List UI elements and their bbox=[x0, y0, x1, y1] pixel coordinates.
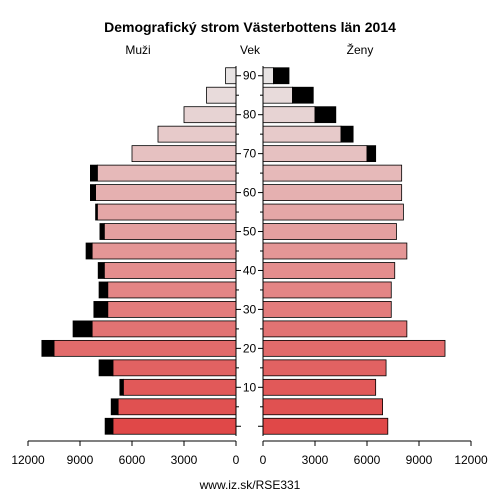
female-bar bbox=[262, 184, 403, 201]
female-bar bbox=[262, 339, 446, 357]
female-bar bbox=[262, 164, 403, 182]
female-bar bbox=[262, 417, 389, 435]
female-excess-bar bbox=[366, 145, 377, 163]
female-x-tick-label: 3000 bbox=[302, 453, 329, 467]
male-bar bbox=[131, 145, 237, 163]
male-bar bbox=[183, 106, 237, 124]
age-tick-label: 50 bbox=[243, 225, 257, 239]
male-bar bbox=[107, 281, 237, 299]
male-excess-bar bbox=[93, 301, 109, 318]
female-bar bbox=[262, 398, 383, 416]
male-bar bbox=[96, 164, 237, 182]
female-bar bbox=[262, 86, 293, 104]
female-bar bbox=[262, 242, 408, 260]
males-label: Muži bbox=[125, 43, 150, 57]
female-bars bbox=[262, 67, 446, 435]
age-tick-label: 70 bbox=[243, 147, 257, 161]
female-bar bbox=[262, 262, 396, 279]
male-excess-bar bbox=[98, 359, 114, 377]
female-x-tick-label: 12000 bbox=[454, 453, 488, 467]
female-bar bbox=[262, 125, 342, 143]
male-excess-bar bbox=[90, 164, 98, 182]
male-excess-bar bbox=[110, 398, 119, 416]
age-tick-label: 30 bbox=[243, 302, 257, 316]
male-bar bbox=[91, 242, 237, 260]
female-excess-bar bbox=[272, 67, 290, 85]
age-tick-label: 40 bbox=[243, 263, 257, 277]
female-bar bbox=[262, 145, 368, 163]
male-bar bbox=[95, 184, 237, 201]
male-excess-bar bbox=[119, 378, 124, 396]
male-bar bbox=[91, 320, 237, 338]
female-excess-bar bbox=[340, 125, 354, 143]
female-bar bbox=[262, 203, 404, 221]
male-bars bbox=[41, 67, 237, 435]
male-excess-bar bbox=[90, 184, 97, 201]
female-bar bbox=[262, 378, 377, 396]
male-x-tick-label: 12000 bbox=[11, 453, 45, 467]
females-label: Ženy bbox=[347, 42, 374, 57]
female-x-tick-label: 9000 bbox=[406, 453, 433, 467]
male-excess-bar bbox=[98, 281, 109, 299]
female-bar bbox=[262, 106, 316, 124]
female-bar bbox=[262, 301, 392, 318]
male-bar bbox=[96, 203, 237, 221]
male-excess-bar bbox=[97, 262, 105, 279]
age-axis-label: Vek bbox=[240, 43, 261, 57]
female-bar bbox=[262, 359, 387, 377]
male-bar bbox=[122, 378, 237, 396]
male-excess-bar bbox=[41, 339, 55, 357]
male-bar bbox=[117, 398, 237, 416]
age-tick-label: 80 bbox=[243, 108, 257, 122]
age-tick-label: 60 bbox=[243, 186, 257, 200]
male-excess-bar bbox=[99, 223, 105, 240]
female-bar bbox=[262, 67, 274, 85]
female-bar bbox=[262, 320, 408, 338]
male-bar bbox=[225, 67, 237, 85]
source-label: www.iz.sk/RSE331 bbox=[199, 478, 301, 492]
male-bar bbox=[112, 417, 237, 435]
male-bar bbox=[206, 86, 237, 104]
male-bar bbox=[107, 301, 237, 318]
female-excess-bar bbox=[292, 86, 314, 104]
age-tick-label: 90 bbox=[243, 69, 257, 83]
female-bar bbox=[262, 281, 392, 299]
age-tick-label: 20 bbox=[243, 341, 257, 355]
male-x-tick-label: 6000 bbox=[119, 453, 146, 467]
female-bar bbox=[262, 223, 397, 240]
chart-title: Demografický strom Västerbottens län 201… bbox=[104, 19, 396, 35]
age-tick-label: 10 bbox=[243, 380, 257, 394]
male-bar bbox=[53, 339, 237, 357]
female-excess-bar bbox=[314, 106, 337, 124]
male-bar bbox=[103, 262, 237, 279]
male-x-tick-label: 0 bbox=[233, 453, 240, 467]
male-bar bbox=[103, 223, 237, 240]
male-bar bbox=[112, 359, 237, 377]
male-excess-bar bbox=[85, 242, 93, 260]
male-excess-bar bbox=[95, 203, 98, 221]
female-x-tick-label: 6000 bbox=[354, 453, 381, 467]
male-x-tick-label: 3000 bbox=[171, 453, 198, 467]
male-excess-bar bbox=[72, 320, 93, 338]
female-x-tick-label: 0 bbox=[260, 453, 267, 467]
male-bar bbox=[157, 125, 237, 143]
male-excess-bar bbox=[104, 417, 114, 435]
male-x-tick-label: 9000 bbox=[67, 453, 94, 467]
